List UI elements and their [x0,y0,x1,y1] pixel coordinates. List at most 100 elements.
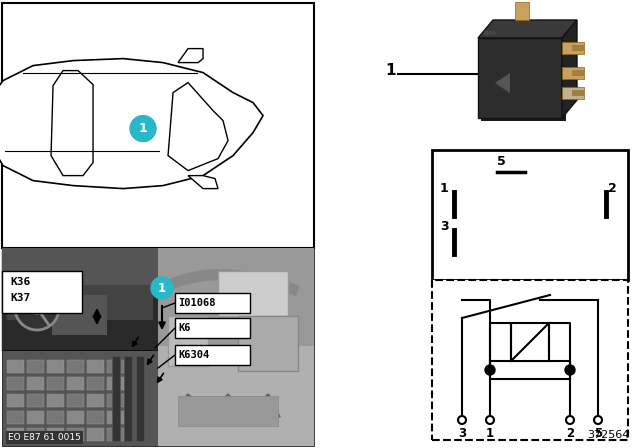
Circle shape [486,416,494,424]
Text: I01068: I01068 [178,298,216,308]
Bar [136,356,144,441]
Bar [158,248,314,346]
Bar [27,360,44,373]
Bar [490,361,570,379]
Bar [87,428,104,441]
Bar [107,360,124,373]
Text: 5: 5 [497,155,506,168]
Bar [158,248,314,446]
Bar [2,248,158,350]
Circle shape [15,286,59,330]
Bar [87,377,104,390]
Bar [572,70,584,76]
Polygon shape [188,176,218,189]
Text: 3: 3 [440,220,449,233]
Text: 1: 1 [440,182,449,195]
Bar [67,377,84,390]
Text: 1: 1 [385,63,396,78]
Text: K36: K36 [10,277,30,287]
Circle shape [594,416,602,424]
Bar [52,295,107,335]
Bar [168,316,208,366]
Bar [47,411,64,424]
Bar [515,2,529,20]
Text: K6: K6 [178,323,191,333]
Bar [47,428,64,441]
Bar [27,394,44,407]
Bar [2,248,158,290]
Bar [2,3,314,248]
Bar [107,377,124,390]
Bar [124,356,132,441]
Bar [218,271,288,316]
Bar [481,41,566,121]
Bar [47,360,64,373]
Text: BMW: BMW [483,31,497,36]
Text: 2: 2 [566,426,574,439]
Bar [238,316,298,371]
Text: 5: 5 [594,426,602,439]
Bar [432,280,628,440]
Text: 372564: 372564 [588,430,630,440]
Bar [432,150,628,280]
Bar [27,377,44,390]
Bar [7,411,24,424]
Polygon shape [495,73,510,93]
Bar [7,360,24,373]
Text: EO E87 61 0015: EO E87 61 0015 [8,433,81,442]
Bar [67,411,84,424]
Circle shape [565,365,575,375]
Text: 2: 2 [608,182,617,195]
Bar [562,42,584,54]
Bar [107,428,124,441]
Bar [107,394,124,407]
Bar [7,428,24,441]
Text: K37: K37 [10,293,30,303]
Circle shape [151,277,173,299]
Bar [7,377,24,390]
Circle shape [130,116,156,142]
Text: K6304: K6304 [178,350,209,360]
Text: 1: 1 [139,122,147,135]
Bar [320,0,640,448]
Bar [562,67,584,79]
Bar [175,345,250,365]
Bar [511,323,549,361]
Circle shape [566,416,574,424]
Circle shape [458,416,466,424]
Bar [572,45,584,51]
Bar [478,38,563,118]
Bar [7,285,153,320]
Bar [87,360,104,373]
Polygon shape [168,82,228,171]
Polygon shape [478,20,577,38]
Polygon shape [51,71,93,176]
Circle shape [485,365,495,375]
Bar [67,394,84,407]
Bar [87,411,104,424]
Text: 1: 1 [158,281,166,294]
Bar [562,87,584,99]
Bar [27,411,44,424]
Bar [107,411,124,424]
Bar [158,346,314,446]
Polygon shape [0,59,263,189]
Bar [175,293,250,313]
Bar [7,394,24,407]
Bar [47,377,64,390]
Bar [2,248,158,350]
Bar [2,271,82,313]
Bar [175,318,250,338]
Text: 1: 1 [486,426,494,439]
Bar [67,360,84,373]
Polygon shape [178,48,203,63]
Bar [27,428,44,441]
Bar [2,350,158,446]
Bar [178,396,278,426]
Bar [87,394,104,407]
Bar [112,356,120,441]
Bar [47,394,64,407]
Bar [67,428,84,441]
Circle shape [31,302,43,314]
Bar [572,90,584,96]
